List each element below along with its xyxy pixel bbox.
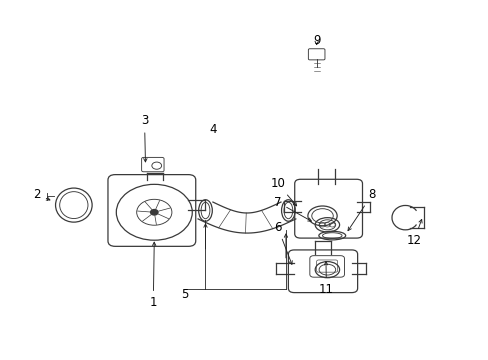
Text: 5: 5	[181, 288, 188, 301]
Circle shape	[150, 210, 158, 215]
Text: 1: 1	[149, 242, 157, 309]
Text: 10: 10	[270, 177, 296, 206]
Text: 3: 3	[141, 114, 148, 162]
Text: 9: 9	[312, 34, 320, 48]
Text: 11: 11	[318, 262, 333, 296]
Text: 7: 7	[273, 196, 311, 221]
Text: 12: 12	[406, 220, 421, 247]
Text: 8: 8	[347, 188, 375, 231]
Text: 4: 4	[209, 123, 216, 136]
Text: 6: 6	[273, 221, 292, 264]
Text: 2: 2	[34, 188, 50, 201]
